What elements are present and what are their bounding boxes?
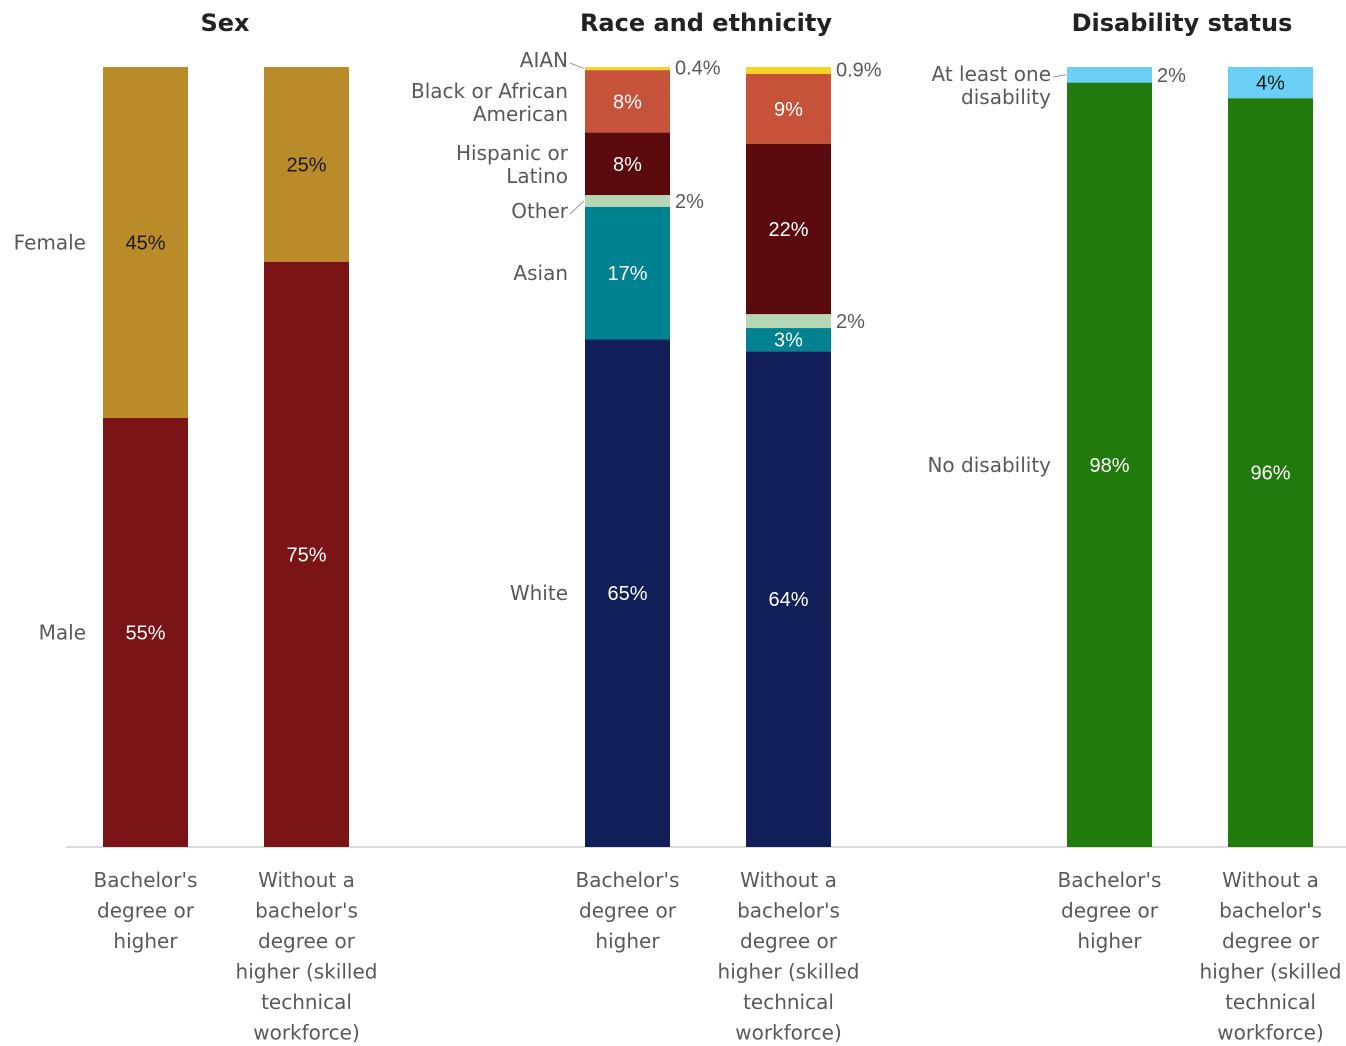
- data-label-at-least-one-disability: 4%: [1256, 73, 1285, 95]
- bar-segment-black-or-african-american: [585, 70, 670, 133]
- bar-segment-asian: [746, 328, 831, 352]
- bar-segment-asian: [585, 206, 670, 340]
- data-label-white: 64%: [768, 589, 808, 611]
- panel-race-and-ethnicity: Race and ethnicity 65% 17% 2% 8% 8% 0.4% Bachel…: [411, 9, 882, 1045]
- series-label-hispanic-or-latino: Hispanic or Latino: [456, 141, 569, 188]
- bar-segment-aian: [585, 67, 670, 71]
- data-label-no-disability: 96%: [1250, 463, 1290, 485]
- bar-segment-female: [103, 67, 188, 418]
- series-label-black-or-african-american: Black or African American: [411, 79, 568, 126]
- x-tick-label: Bachelor's degree or higher: [1058, 868, 1162, 953]
- series-label-white: White: [510, 581, 568, 605]
- leader-line: [569, 200, 585, 215]
- bar-segment-no-disability: [1228, 98, 1313, 847]
- data-label-male: 55%: [125, 623, 165, 645]
- bar-segment-hispanic-or-latino: [585, 132, 670, 196]
- leader-line: [1052, 74, 1067, 78]
- series-label-female: Female: [14, 231, 86, 255]
- data-label-aian: 0.9%: [836, 59, 882, 81]
- bar-skilled-technical: 75% 25%: [264, 67, 349, 847]
- bar-segment-at-least-one-disability: [1228, 67, 1313, 99]
- series-label-asian: Asian: [513, 261, 568, 285]
- series-label-other: Other: [511, 199, 569, 223]
- bar-skilled-technical: 64% 3% 2% 22% 9% 0.9%: [746, 59, 882, 847]
- data-label-asian: 3%: [774, 330, 803, 352]
- x-tick-label: Without a bachelor's degree or higher (skil…: [1200, 868, 1342, 1045]
- series-label-at-least-one-disability: At least one disability: [932, 62, 1052, 109]
- bar-segment-female: [264, 67, 349, 262]
- x-tick-label: Bachelor's degree or higher: [576, 868, 680, 953]
- data-label-black-or-african-american: 9%: [774, 99, 803, 121]
- panel-title: Sex: [200, 9, 250, 37]
- panel-disability-status: Disability status 98% 2% Bachelor's degree o…: [927, 9, 1341, 1045]
- leader-line: [569, 62, 585, 70]
- bar-segment-hispanic-or-latino: [746, 143, 831, 315]
- data-label-male: 75%: [286, 545, 326, 567]
- data-label-female: 25%: [286, 155, 326, 177]
- data-label-other: 2%: [836, 311, 865, 333]
- data-label-white: 65%: [607, 583, 647, 605]
- data-label-hispanic-or-latino: 22%: [768, 219, 808, 241]
- data-label-at-least-one-disability: 2%: [1157, 65, 1186, 87]
- x-tick-label: Without a bachelor's degree or higher (skil…: [236, 868, 378, 1045]
- bar-segment-male: [264, 262, 349, 847]
- panel-title: Disability status: [1072, 9, 1293, 37]
- series-label-no-disability: No disability: [927, 453, 1051, 477]
- x-tick-label: Bachelor's degree or higher: [94, 868, 198, 953]
- bar-segment-male: [103, 418, 188, 847]
- data-label-hispanic-or-latino: 8%: [613, 154, 642, 176]
- bar-segment-at-least-one-disability: [1067, 67, 1152, 83]
- bar-bachelors: 65% 17% 2% 8% 8% 0.4%: [585, 58, 721, 847]
- bar-segment-other: [585, 195, 670, 207]
- panel-sex: Sex 55% 45% Bachelor's degree or higher 75% 25%…: [14, 9, 378, 1045]
- series-label-male: Male: [39, 621, 86, 645]
- bar-segment-other: [746, 314, 831, 329]
- data-label-no-disability: 98%: [1089, 455, 1129, 477]
- series-label-aian: AIAN: [520, 48, 568, 72]
- bar-segment-aian: [746, 67, 831, 74]
- data-label-asian: 17%: [607, 263, 647, 285]
- bar-segment-white: [746, 351, 831, 847]
- bar-skilled-technical: 96% 4%: [1228, 67, 1313, 847]
- bar-bachelors: 55% 45%: [103, 67, 188, 847]
- bar-segment-white: [585, 339, 670, 847]
- data-label-aian: 0.4%: [675, 58, 721, 80]
- data-label-female: 45%: [125, 233, 165, 255]
- bar-segment-black-or-african-american: [746, 73, 831, 144]
- bar-bachelors: 98% 2%: [1067, 65, 1186, 848]
- bar-segment-no-disability: [1067, 82, 1152, 848]
- x-tick-label: Without a bachelor's degree or higher (skil…: [718, 868, 860, 1045]
- data-label-other: 2%: [675, 191, 704, 213]
- panel-title: Race and ethnicity: [580, 9, 832, 37]
- data-label-black-or-african-american: 8%: [613, 91, 642, 113]
